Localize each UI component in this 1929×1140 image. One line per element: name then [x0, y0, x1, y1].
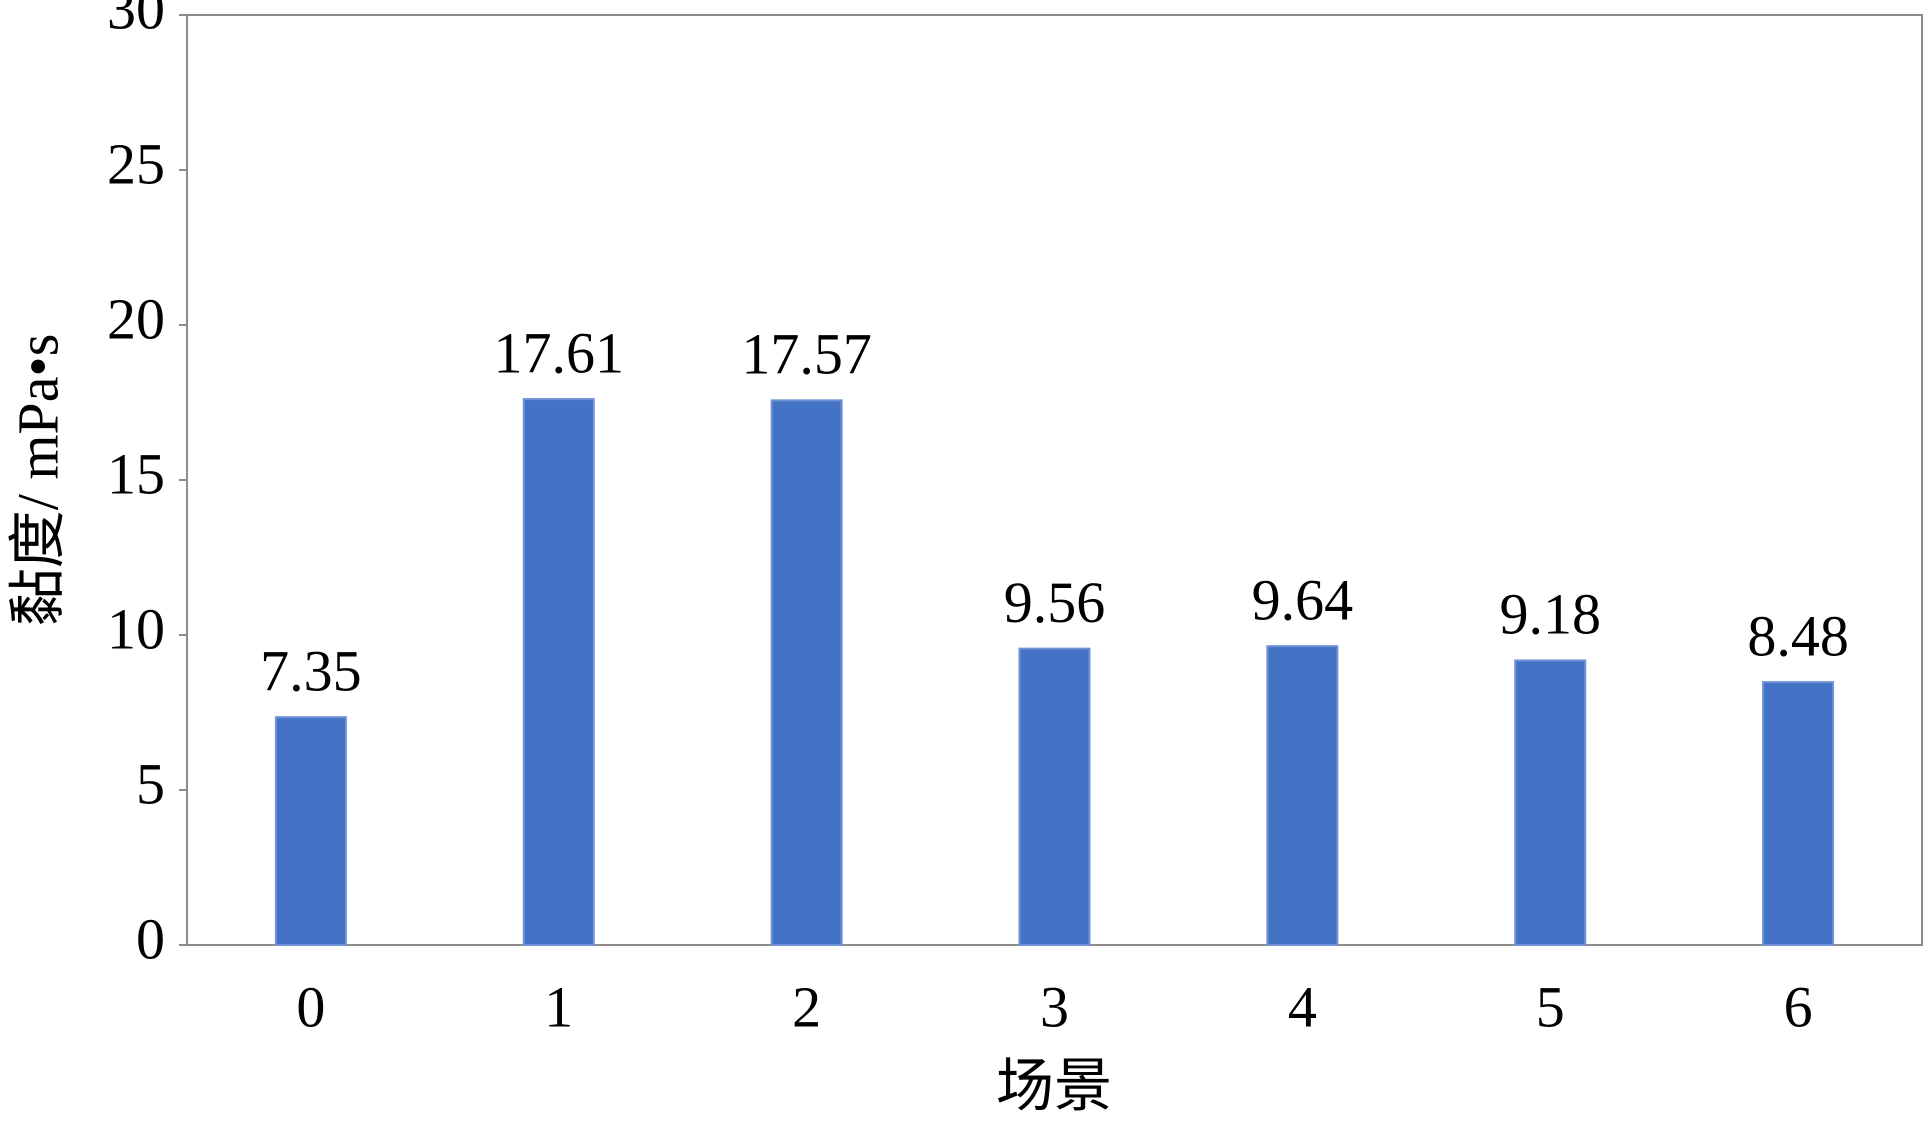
x-tick-label: 4 — [1288, 974, 1317, 1039]
y-tick-label: 25 — [107, 131, 165, 196]
x-tick-label: 6 — [1784, 974, 1813, 1039]
bar — [522, 398, 595, 946]
bar — [770, 399, 843, 946]
y-tick-label: 10 — [107, 596, 165, 661]
bar — [1514, 659, 1587, 946]
y-tick-label: 30 — [107, 0, 165, 41]
bar — [1018, 647, 1091, 946]
y-tick-label: 5 — [136, 751, 165, 816]
y-tick-label: 0 — [136, 906, 165, 971]
bar — [1266, 645, 1339, 946]
value-label: 9.56 — [1004, 570, 1106, 635]
x-tick-label: 5 — [1536, 974, 1565, 1039]
x-tick-label: 0 — [296, 974, 325, 1039]
value-label: 17.57 — [741, 322, 872, 387]
x-axis-label: 场景 — [996, 1053, 1112, 1118]
y-axis-label: 黏度/ mPa•s — [5, 334, 70, 627]
value-label: 9.18 — [1499, 582, 1601, 647]
bar — [274, 716, 347, 947]
value-label: 7.35 — [260, 638, 362, 703]
value-label: 8.48 — [1747, 603, 1849, 668]
value-label: 9.64 — [1252, 567, 1354, 632]
y-tick-label: 20 — [107, 286, 165, 351]
x-tick-label: 1 — [544, 974, 573, 1039]
x-tick-label: 3 — [1040, 974, 1069, 1039]
y-tick-label: 15 — [107, 441, 165, 506]
bar — [1762, 681, 1835, 946]
x-tick-label: 2 — [792, 974, 821, 1039]
value-label: 17.61 — [494, 320, 625, 385]
